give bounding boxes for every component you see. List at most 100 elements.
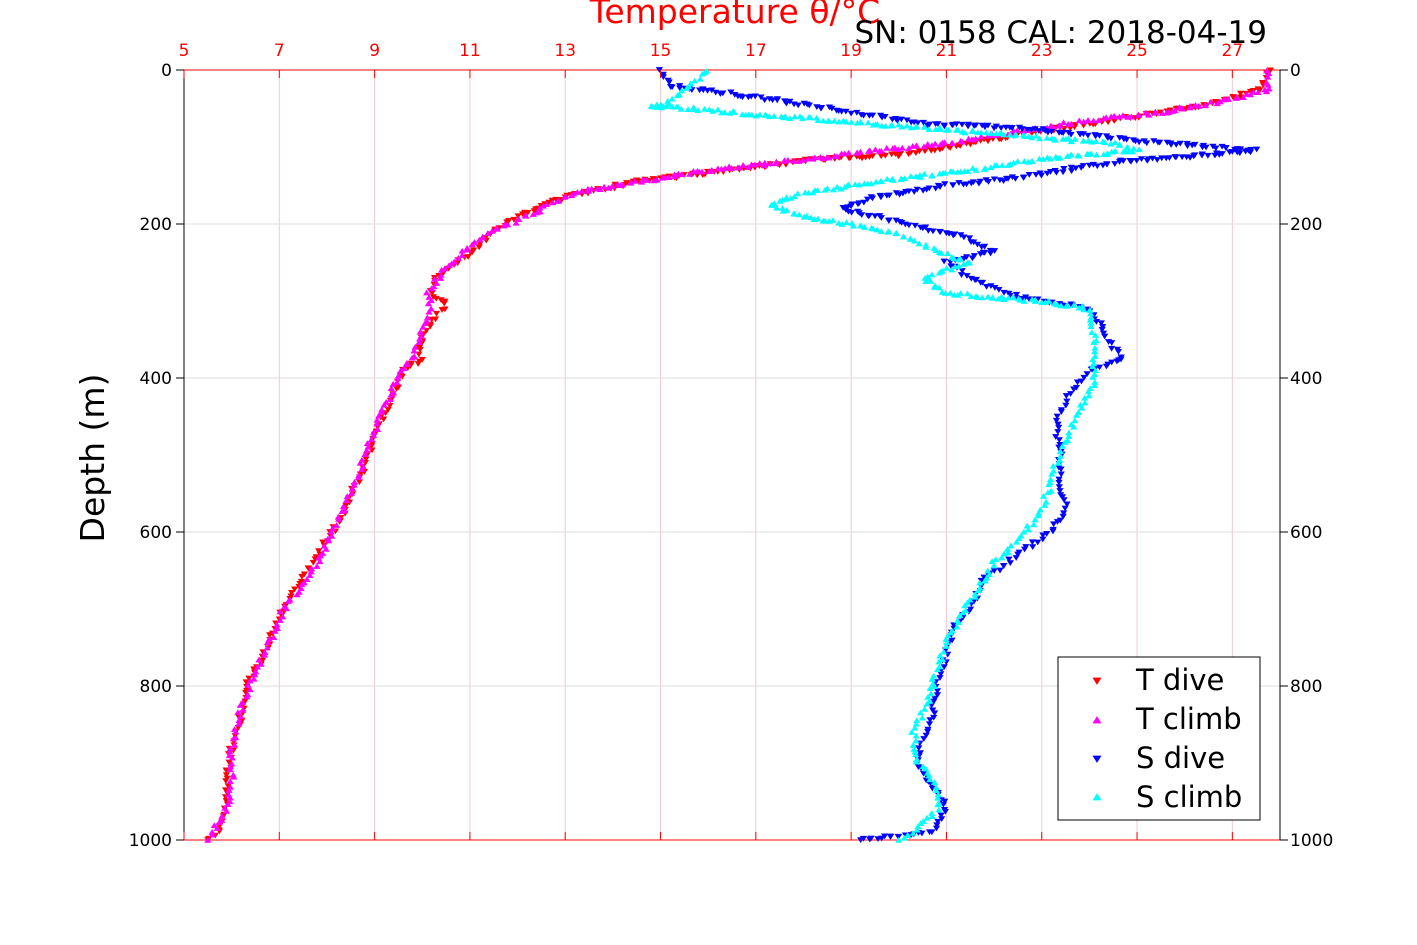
data-point	[805, 102, 813, 109]
data-point	[953, 623, 961, 630]
data-point	[898, 144, 906, 151]
data-point	[1049, 462, 1057, 469]
data-point	[1020, 546, 1029, 553]
data-point	[1191, 141, 1199, 148]
data-point	[273, 621, 281, 628]
data-point	[960, 261, 968, 267]
data-point	[919, 187, 927, 194]
data-point	[963, 273, 971, 279]
data-point	[230, 773, 238, 780]
data-point	[339, 503, 348, 510]
data-point	[1056, 452, 1065, 459]
data-point	[1153, 157, 1161, 163]
data-point	[853, 109, 861, 116]
data-point	[1266, 67, 1275, 74]
data-point	[1134, 112, 1142, 119]
data-point	[1095, 132, 1104, 139]
data-point	[238, 717, 246, 724]
data-point	[920, 736, 928, 742]
data-point	[898, 220, 906, 226]
data-point	[1059, 130, 1067, 136]
data-point	[956, 612, 964, 618]
data-point	[1084, 388, 1093, 395]
data-point	[927, 147, 935, 154]
data-point	[662, 103, 670, 109]
data-point	[1207, 98, 1215, 105]
data-point	[1176, 140, 1184, 147]
data-point	[1012, 131, 1020, 138]
data-point	[342, 497, 350, 504]
data-point	[869, 225, 877, 232]
data-point	[877, 153, 885, 160]
data-point	[1135, 139, 1143, 146]
data-point	[1059, 513, 1067, 520]
data-point	[948, 140, 957, 146]
data-point	[975, 587, 983, 593]
data-point	[992, 123, 1000, 130]
data-point	[650, 177, 658, 184]
data-point	[210, 822, 218, 829]
data-point	[1086, 306, 1094, 313]
data-point	[995, 136, 1003, 143]
data-point	[927, 172, 936, 179]
data-point	[992, 556, 1000, 563]
data-point	[941, 808, 949, 815]
data-point	[947, 168, 955, 174]
data-point	[1043, 170, 1051, 177]
data-point	[1089, 356, 1097, 363]
data-point	[857, 837, 865, 844]
data-point	[567, 192, 576, 199]
data-point	[971, 593, 979, 600]
data-point	[244, 681, 252, 688]
data-point	[678, 87, 686, 94]
data-point	[903, 117, 911, 124]
data-point	[790, 193, 799, 200]
data-point	[258, 657, 267, 664]
data-point	[935, 269, 943, 276]
axis-ticks: 5 7 9 11 13 15 17 19 21 23 25 27 0 0 200 200 400 400 600 60…	[129, 41, 1334, 851]
data-point	[972, 122, 980, 129]
data-point	[222, 808, 231, 814]
data-point	[1015, 535, 1023, 542]
data-point	[912, 751, 920, 758]
data-point	[686, 170, 694, 177]
data-point	[982, 129, 990, 136]
data-point	[925, 772, 933, 779]
data-point	[1000, 550, 1008, 557]
data-point	[454, 255, 462, 261]
data-point	[905, 151, 913, 158]
data-point	[1023, 522, 1031, 529]
data-point	[1063, 501, 1071, 508]
data-point	[884, 228, 892, 235]
data-point	[414, 361, 422, 367]
data-point	[1055, 484, 1063, 491]
data-point	[1051, 136, 1059, 143]
data-point	[705, 106, 713, 113]
data-point	[943, 639, 951, 645]
data-point	[926, 776, 934, 783]
data-point	[990, 568, 998, 574]
data-point	[866, 836, 874, 843]
data-point	[984, 122, 992, 129]
data-point	[998, 162, 1006, 168]
data-point	[900, 233, 908, 240]
data-point	[708, 87, 716, 94]
data-point	[1052, 153, 1060, 160]
data-point	[977, 577, 985, 584]
data-point	[1143, 158, 1151, 164]
data-point	[936, 146, 944, 153]
data-point	[1066, 391, 1075, 397]
data-point	[1083, 150, 1091, 157]
data-point	[1186, 104, 1194, 111]
data-point	[1052, 417, 1061, 424]
data-point	[748, 111, 756, 118]
data-point	[989, 294, 997, 300]
x-tick-label: 25	[1126, 41, 1148, 61]
data-point	[1080, 374, 1088, 381]
data-point	[968, 255, 977, 262]
data-point	[994, 295, 1002, 302]
data-point	[270, 634, 278, 641]
legend-label-t-climb: T climb	[1135, 702, 1242, 736]
data-point	[392, 385, 401, 392]
data-point	[276, 608, 284, 615]
